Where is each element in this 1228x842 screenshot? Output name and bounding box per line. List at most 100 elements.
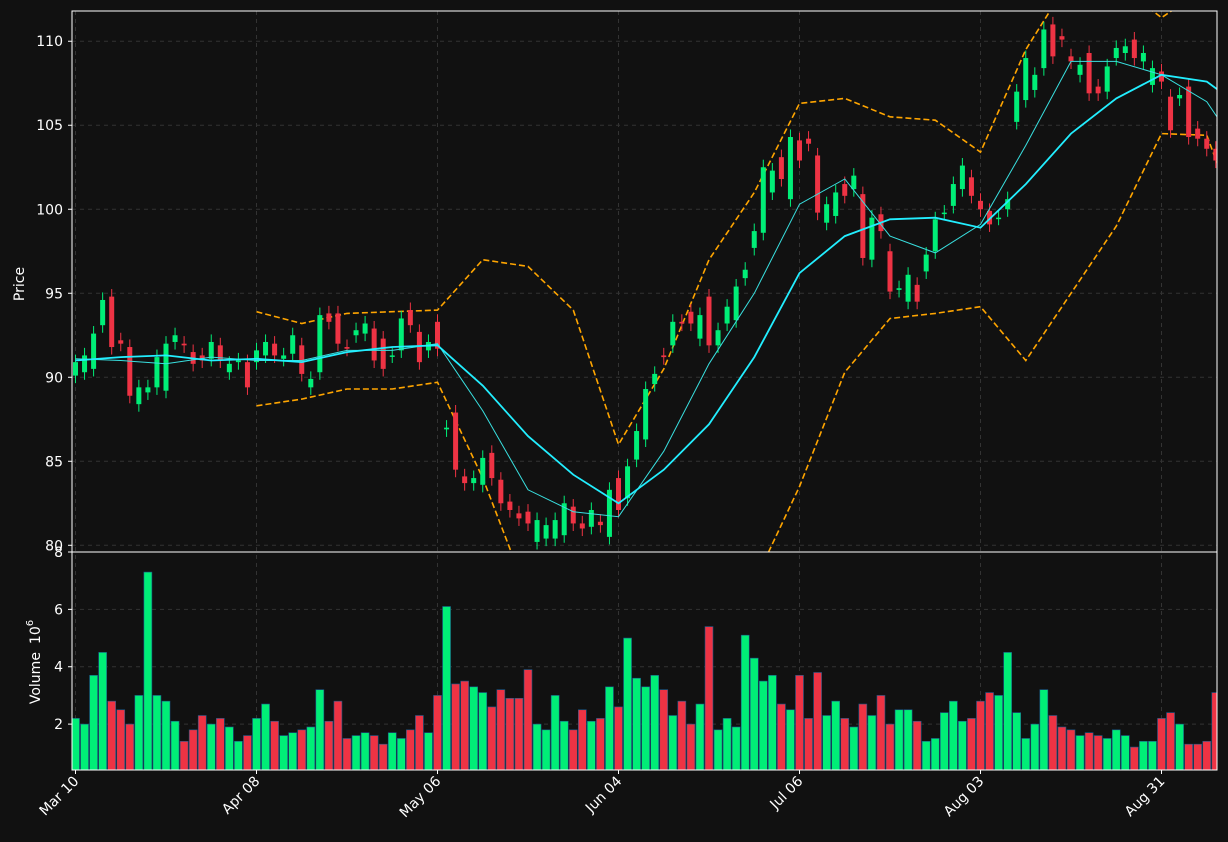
volume-bar: [568, 729, 578, 770]
volume-bar: [216, 718, 225, 770]
volume-bar: [867, 715, 877, 770]
volume-bar: [858, 703, 868, 770]
candle-body: [806, 138, 812, 144]
volume-bar: [460, 680, 469, 770]
candle-body: [842, 184, 848, 196]
candle-body: [688, 311, 694, 324]
volume-bar: [197, 715, 207, 770]
volume-bar: [351, 735, 361, 770]
volume-bar: [243, 735, 252, 770]
volume-bar: [514, 697, 524, 770]
price-axis-label: Price: [12, 267, 28, 301]
date-tick-label: Apr 08: [219, 774, 263, 818]
candle-body: [1195, 128, 1201, 139]
candle-body: [462, 476, 468, 484]
candle-body: [91, 333, 97, 369]
volume-bar: [433, 695, 442, 770]
candle-body: [1113, 47, 1119, 59]
candle-body: [263, 341, 269, 356]
volume-bar: [306, 726, 316, 770]
candle-body: [109, 296, 115, 348]
volume-bar: [1157, 718, 1166, 770]
candle-body: [1122, 46, 1128, 54]
volume-tick-label: 6: [54, 602, 63, 618]
candle-body: [1023, 58, 1029, 101]
candle-body: [905, 274, 911, 302]
candle-body: [525, 511, 531, 524]
date-tick-label: Aug 03: [941, 774, 987, 820]
price-tick-label: 85: [45, 454, 63, 470]
candle-body: [579, 523, 585, 529]
candle-body: [217, 345, 223, 361]
candle-body: [1177, 95, 1183, 99]
volume-bar: [885, 723, 895, 770]
volume-bar: [939, 712, 949, 770]
candle-body: [299, 345, 305, 374]
price-panel-frame: [71, 10, 1218, 553]
volume-tick-label: 2: [54, 717, 63, 733]
candle-body: [208, 341, 214, 359]
price-tick-label: 95: [45, 286, 63, 302]
candle-body: [163, 343, 169, 391]
candle-body: [1204, 138, 1210, 149]
candle-body: [996, 217, 1002, 220]
candle-body: [932, 219, 938, 252]
volume-bar: [270, 720, 279, 770]
volume-bar: [89, 675, 98, 770]
volume-bar: [849, 726, 859, 770]
date-tick-label: May 06: [397, 773, 445, 821]
candle-body: [1050, 24, 1056, 57]
candle-body: [1059, 36, 1065, 40]
candle-body: [272, 343, 278, 356]
candle-body: [326, 313, 332, 322]
volume-bar: [1202, 741, 1212, 770]
candle-body: [444, 427, 450, 430]
volume-bar: [451, 683, 460, 770]
volume-bar: [415, 715, 424, 770]
volume-bar: [749, 657, 759, 770]
volume-bar: [921, 741, 931, 770]
volume-bar: [1130, 746, 1139, 770]
volume-bar: [1057, 726, 1067, 770]
moving-averages: [75, 60, 1217, 518]
volume-bar: [396, 738, 406, 770]
volume-bar: [876, 695, 886, 770]
volume-bar: [587, 720, 596, 770]
volume-bar: [650, 675, 660, 770]
volume-bar: [496, 689, 506, 770]
candle-body: [362, 323, 368, 334]
volume-bar: [623, 637, 632, 770]
candle-body: [869, 217, 875, 260]
candle-body: [959, 165, 965, 190]
candle-body: [1086, 53, 1092, 94]
plot-frames: [71, 10, 1218, 771]
volume-bar: [740, 634, 750, 770]
volume-bar: [116, 709, 126, 770]
volume-bar: [713, 729, 723, 770]
candle-body: [1140, 53, 1146, 62]
candle-body: [344, 347, 350, 349]
volume-bar: [758, 680, 768, 770]
candle-body: [896, 288, 902, 290]
volume-bar: [360, 732, 370, 770]
candle-body: [226, 363, 232, 373]
volume-bar: [1039, 689, 1049, 770]
candle-body: [281, 355, 287, 359]
candle-body: [1032, 74, 1038, 90]
price-tick-label: 100: [36, 202, 63, 218]
candle-body: [407, 310, 413, 326]
volume-bar: [406, 729, 415, 770]
candle-body: [706, 296, 712, 346]
volume-bar: [225, 726, 234, 770]
volume-bar: [1048, 715, 1058, 770]
volume-bar: [98, 652, 107, 770]
volume-bar: [252, 718, 261, 770]
volume-bar: [840, 718, 850, 770]
volume-bar: [804, 718, 813, 770]
candle-body: [489, 452, 495, 479]
candle-body: [941, 212, 947, 215]
candle-body: [769, 170, 775, 193]
candle-body: [389, 355, 395, 357]
volume-bar: [261, 703, 270, 770]
volume-bar: [1102, 738, 1112, 770]
